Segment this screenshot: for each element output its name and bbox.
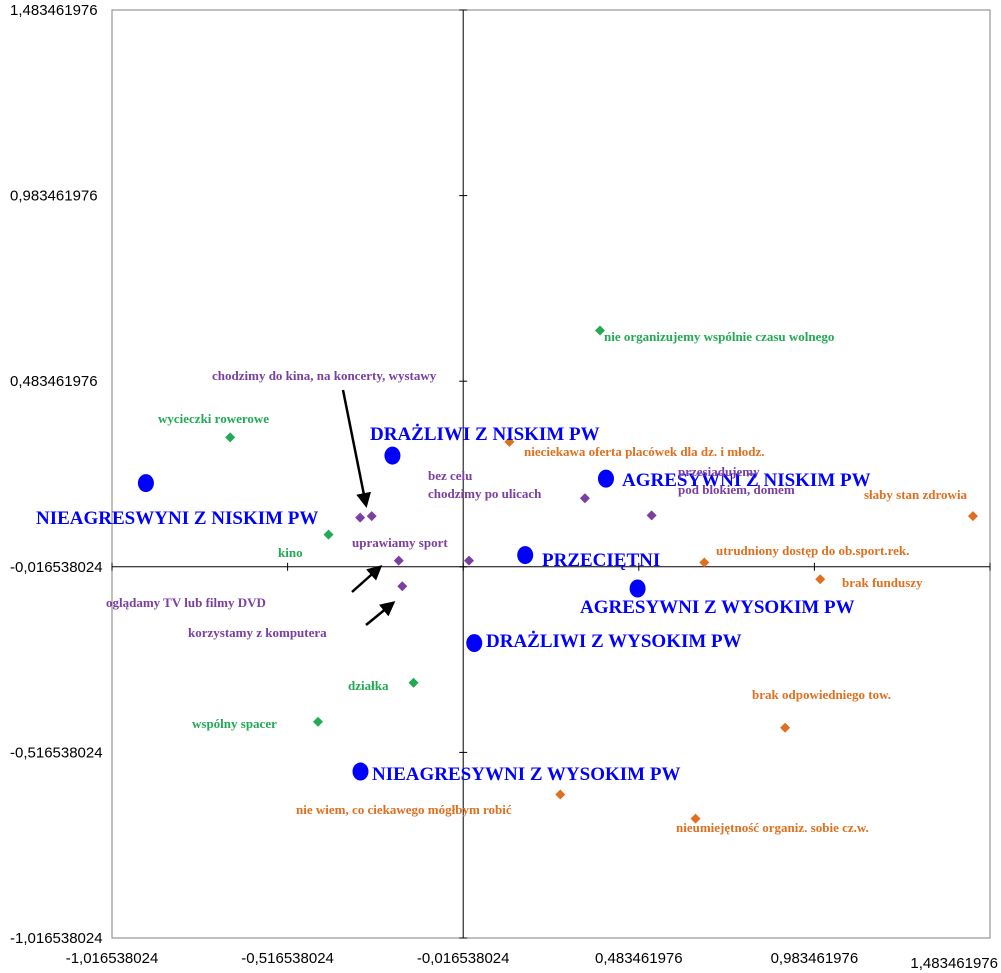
group-marker-6 (352, 762, 369, 781)
orange-label-6: nieumiejętność organiz. sobie cz.w. (676, 820, 869, 835)
purple-label-1: chodzimy do kina, na koncerty, wystawy (212, 368, 437, 383)
purple-label-6: oglądamy TV lub filmy DVD (106, 595, 266, 610)
orange-marker-1 (967, 511, 978, 522)
green-label-0: nie organizujemy wspólnie czasu wolnego (604, 329, 834, 344)
axes (111, 9, 991, 939)
purple-marker-5 (397, 581, 408, 592)
annotation-arrow-0 (341, 389, 372, 508)
annotation-arrows (341, 389, 396, 626)
green-marker-0 (595, 325, 606, 336)
purple-label-2: bez celu chodzimy po ulicach (428, 468, 542, 501)
x-tick-label-5: 1,483461976 (910, 955, 998, 972)
group-label-1: NIEAGRESWYNI Z NISKIM PW (36, 508, 318, 529)
x-tick-label-1: -0,516538024 (241, 950, 334, 967)
green-label-1: wycieczki rowerowe (158, 411, 269, 426)
green-marker-3 (408, 677, 419, 688)
green-label-3: działka (348, 678, 389, 693)
green-label-4: wspólny spacer (192, 716, 277, 731)
orange-label-5: nie wiem, co ciekawego mógłbym robić (296, 802, 512, 817)
group-marker-1 (137, 474, 154, 493)
orange-marker-6 (690, 813, 701, 824)
orange-label-0: nieciekawa oferta placówek dla dz. i mło… (524, 444, 764, 459)
y-tick-label-4: -0,516538024 (10, 744, 103, 761)
data-markers (137, 325, 978, 824)
orange-label-1: słaby stan zdrowia (864, 487, 968, 502)
y-tick-label-0: 1,483461976 (10, 2, 98, 19)
group-label-6: NIEAGRESYWNI Z WYSOKIM PW (372, 764, 680, 785)
tick-labels: -1,016538024 -0,516538024 -0,016538024 0,48… (10, 2, 998, 972)
orange-label-2: utrudniony dostęp do ob.sport.rek. (716, 543, 909, 558)
annotation-arrow-2 (365, 601, 396, 626)
purple-marker-2 (579, 493, 590, 504)
group-label-3: PRZECIĘTNI (542, 550, 660, 571)
purple-marker-6 (464, 555, 475, 566)
group-label-4: AGRESYWNI Z WYSOKIM PW (580, 597, 855, 618)
orange-marker-0 (504, 436, 515, 447)
group-marker-2 (597, 469, 614, 488)
data-labels: DRAŻLIWI Z NISKIM PW NIEAGRESWYNI Z NISKI… (36, 329, 968, 835)
x-tick-label-2: -0,016538024 (417, 950, 510, 967)
purple-marker-0 (355, 512, 366, 523)
purple-marker-4 (393, 555, 404, 566)
group-marker-0 (384, 446, 401, 465)
group-label-5: DRAŻLIWI Z WYSOKIM PW (486, 631, 742, 652)
group-label-2: AGRESYWNI Z NISKIM PW (622, 470, 871, 491)
purple-label-5: korzystamy z komputera (188, 625, 327, 640)
purple-marker-3 (646, 510, 657, 521)
group-label-0: DRAŻLIWI Z NISKIM PW (370, 424, 600, 445)
purple-label-4: uprawiamy sport (352, 535, 448, 550)
purple-marker-1 (366, 511, 377, 522)
orange-marker-4 (780, 722, 791, 733)
orange-marker-2 (699, 557, 710, 568)
green-label-2: kino (278, 545, 303, 560)
orange-marker-5 (555, 789, 566, 800)
orange-marker-3 (815, 574, 826, 585)
group-marker-5 (466, 634, 483, 653)
group-marker-4 (629, 579, 646, 598)
x-tick-label-3: 0,483461976 (595, 950, 683, 967)
purple-label-3: przesiadujemy pod blokiem, domem (678, 464, 795, 497)
plot-frame (111, 9, 991, 939)
orange-label-4: brak odpowiedniego tow. (752, 687, 891, 702)
green-marker-2 (323, 529, 334, 540)
y-tick-label-5: -1,016538024 (10, 930, 103, 947)
annotation-arrow-1 (351, 565, 383, 593)
orange-label-3: brak funduszy (842, 575, 923, 590)
group-marker-3 (517, 546, 534, 565)
y-tick-label-3: -0,016538024 (10, 559, 103, 576)
green-marker-4 (312, 716, 323, 727)
y-tick-label-2: 0,483461976 (10, 373, 98, 390)
x-tick-label-0: -1,016538024 (66, 950, 159, 967)
x-tick-label-4: 0,983461976 (771, 950, 859, 967)
green-marker-1 (225, 432, 236, 443)
y-tick-label-1: 0,983461976 (10, 188, 98, 205)
